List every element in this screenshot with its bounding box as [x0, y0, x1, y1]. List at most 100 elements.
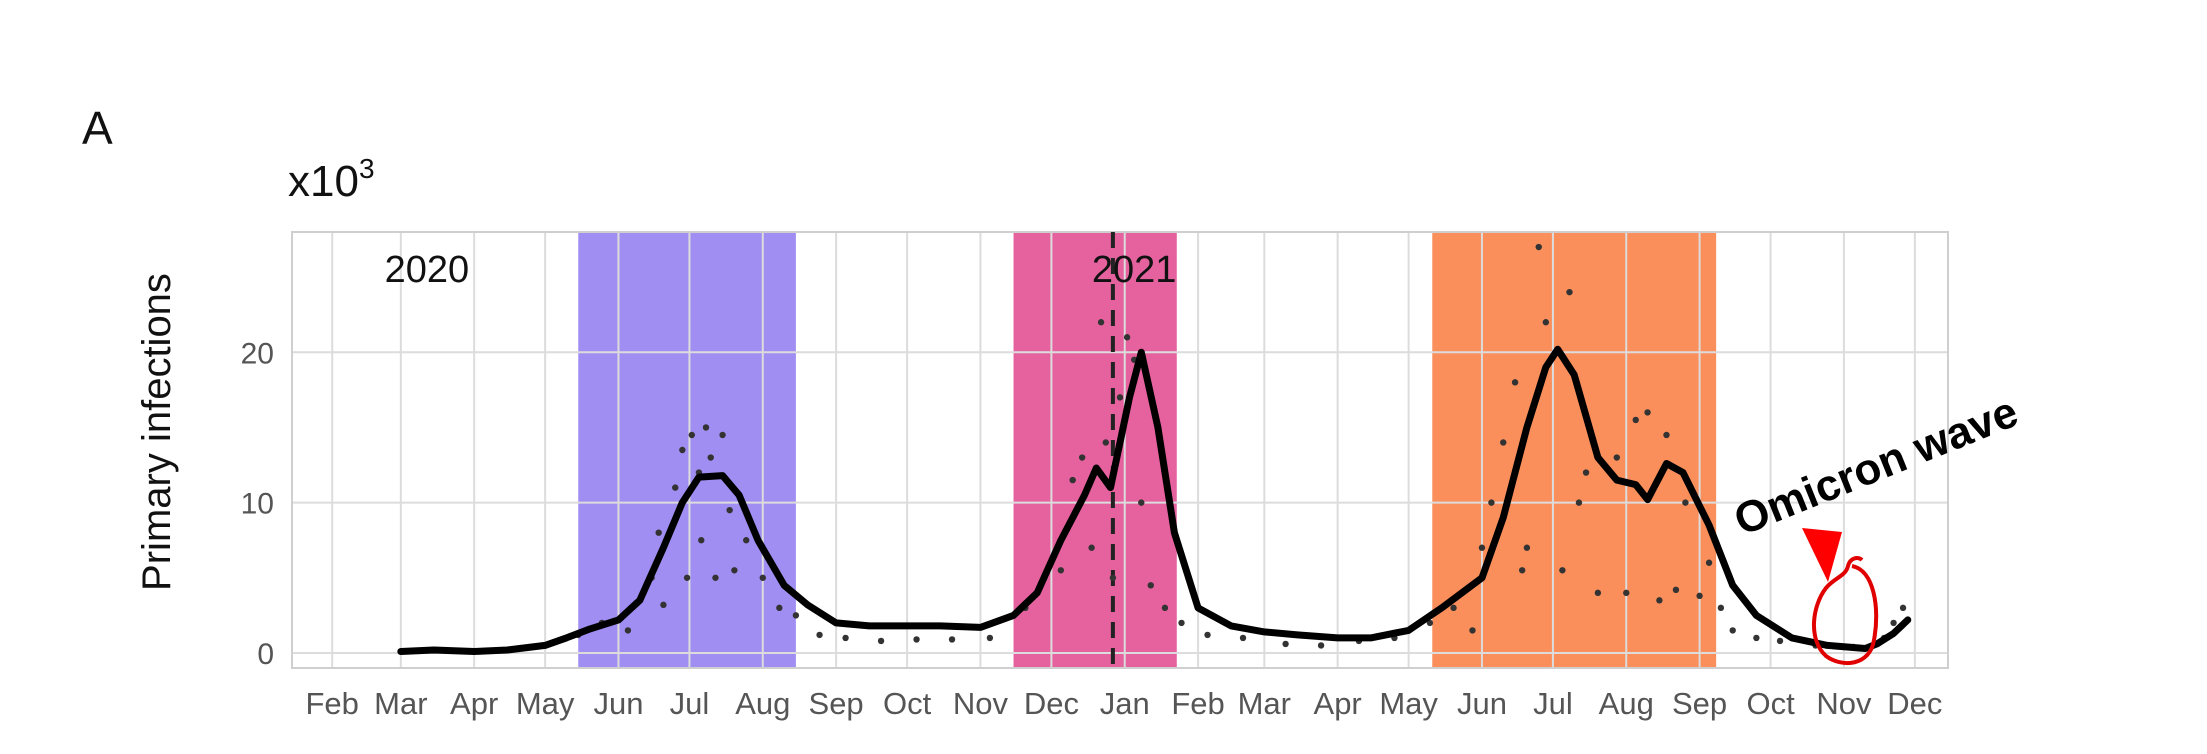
data-point-69	[1623, 589, 1630, 597]
data-point-66	[1582, 469, 1590, 476]
data-point-74	[1672, 586, 1680, 594]
x-tick-label-9: Nov	[953, 686, 1009, 721]
x-tick-label-21: Nov	[1816, 686, 1872, 721]
data-point-32	[1069, 476, 1076, 484]
data-point-6	[660, 601, 667, 609]
data-point-10	[688, 431, 696, 439]
data-point-70	[1632, 416, 1639, 424]
x-tick-label-22: Dec	[1887, 686, 1942, 721]
data-point-34	[1088, 544, 1095, 551]
omicron-label: Omicron wave	[1727, 387, 2024, 545]
data-point-18	[731, 567, 738, 574]
data-point-36	[1102, 439, 1110, 446]
data-point-56	[1500, 439, 1507, 446]
plot-frame	[291, 231, 1949, 669]
shaded-period-2	[1432, 232, 1717, 668]
data-point-51	[1426, 619, 1434, 627]
data-point-2	[624, 627, 632, 634]
data-point-41	[1138, 499, 1145, 506]
x-tick-label-1: Mar	[374, 686, 427, 721]
x-tick-label-8: Oct	[883, 686, 932, 721]
data-point-15	[712, 574, 719, 581]
data-point-71	[1644, 409, 1651, 416]
data-point-57	[1511, 379, 1519, 386]
data-point-25	[877, 637, 885, 645]
data-point-8	[679, 446, 686, 454]
shaded-period-1	[1013, 232, 1177, 668]
data-point-46	[1239, 634, 1247, 642]
data-point-43	[1161, 604, 1169, 612]
data-point-23	[816, 631, 823, 639]
data-point-65	[1575, 499, 1583, 506]
data-point-7	[672, 484, 679, 491]
data-point-12	[698, 537, 705, 544]
y-tick-label-1: 10	[241, 488, 274, 521]
data-point-75	[1682, 499, 1689, 506]
year-label-0: 2020	[385, 249, 470, 291]
data-point-85	[1890, 619, 1897, 627]
panel-label: A	[82, 102, 113, 154]
data-point-42	[1147, 582, 1154, 589]
data-point-72	[1656, 597, 1663, 604]
data-point-33	[1078, 454, 1086, 461]
data-point-79	[1729, 627, 1736, 634]
y-tick-label-2: 20	[241, 337, 274, 370]
year-labels: 2020 2021	[385, 249, 1177, 291]
data-point-78	[1717, 604, 1725, 612]
x-tick-label-20: Oct	[1746, 686, 1795, 721]
data-point-80	[1753, 634, 1760, 642]
data-point-54	[1478, 544, 1486, 551]
x-tick-label-14: Apr	[1314, 686, 1362, 721]
data-point-31	[1057, 567, 1065, 574]
data-point-38	[1116, 394, 1124, 401]
data-point-76	[1696, 592, 1703, 600]
data-point-58	[1518, 567, 1526, 574]
data-point-45	[1204, 631, 1211, 639]
data-point-37	[1109, 574, 1117, 581]
data-point-86	[1899, 604, 1907, 612]
data-point-27	[948, 636, 956, 643]
x-tick-label-15: May	[1379, 686, 1438, 721]
x-tick-label-3: May	[516, 686, 575, 721]
data-point-64	[1566, 288, 1573, 296]
x-tick-label-19: Sep	[1672, 686, 1727, 721]
data-point-16	[719, 431, 726, 439]
data-point-35	[1097, 319, 1105, 326]
data-point-52	[1450, 604, 1457, 612]
year-label-1: 2021	[1092, 249, 1177, 291]
hand-drawn-circle-icon	[1812, 556, 1879, 665]
data-point-59	[1523, 544, 1531, 551]
data-point-60	[1535, 243, 1542, 251]
y-ticks: 0 10 20	[241, 337, 274, 671]
data-point-67	[1594, 589, 1602, 597]
x-tick-label-6: Aug	[735, 686, 790, 721]
data-point-73	[1663, 431, 1670, 439]
data-point-68	[1613, 454, 1621, 461]
data-point-24	[842, 634, 849, 642]
data-point-63	[1559, 567, 1566, 574]
x-tick-label-18: Aug	[1599, 686, 1654, 721]
x-tick-label-17: Jul	[1533, 686, 1573, 721]
x-tick-label-0: Feb	[306, 686, 359, 721]
data-point-17	[726, 506, 733, 514]
data-point-13	[702, 424, 710, 431]
daily-points	[575, 243, 1907, 651]
x-tick-label-10: Dec	[1024, 686, 1079, 721]
x-tick-label-5: Jul	[670, 686, 710, 721]
shaded-periods	[578, 232, 1717, 668]
x-tick-label-12: Feb	[1171, 686, 1224, 721]
x-tick-label-4: Jun	[593, 686, 643, 721]
data-point-28	[986, 634, 994, 642]
data-point-19	[743, 537, 750, 544]
y-tick-label-0: 0	[257, 638, 274, 671]
data-point-14	[707, 454, 714, 461]
data-point-44	[1178, 619, 1185, 627]
data-point-47	[1282, 640, 1289, 648]
data-point-26	[913, 636, 920, 643]
x-tick-label-2: Apr	[450, 686, 498, 721]
data-point-53	[1469, 627, 1476, 634]
x-tick-label-11: Jan	[1100, 686, 1150, 721]
x-tick-label-7: Sep	[809, 686, 864, 721]
data-point-39	[1123, 334, 1131, 341]
